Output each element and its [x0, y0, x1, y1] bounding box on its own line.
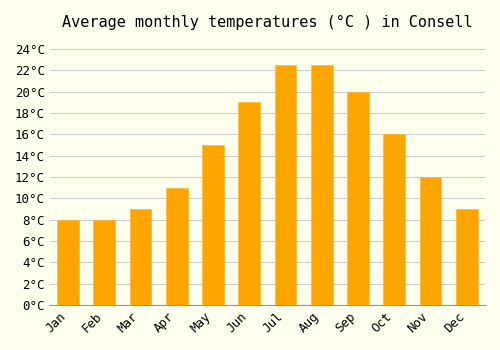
- Bar: [57, 220, 79, 305]
- Bar: [130, 209, 152, 305]
- Bar: [274, 65, 296, 305]
- Bar: [94, 220, 115, 305]
- Bar: [166, 188, 188, 305]
- Bar: [420, 177, 442, 305]
- Bar: [384, 134, 405, 305]
- Bar: [456, 209, 477, 305]
- Bar: [311, 65, 332, 305]
- Bar: [238, 102, 260, 305]
- Bar: [202, 145, 224, 305]
- Bar: [347, 91, 369, 305]
- Title: Average monthly temperatures (°C ) in Consell: Average monthly temperatures (°C ) in Co…: [62, 15, 472, 30]
